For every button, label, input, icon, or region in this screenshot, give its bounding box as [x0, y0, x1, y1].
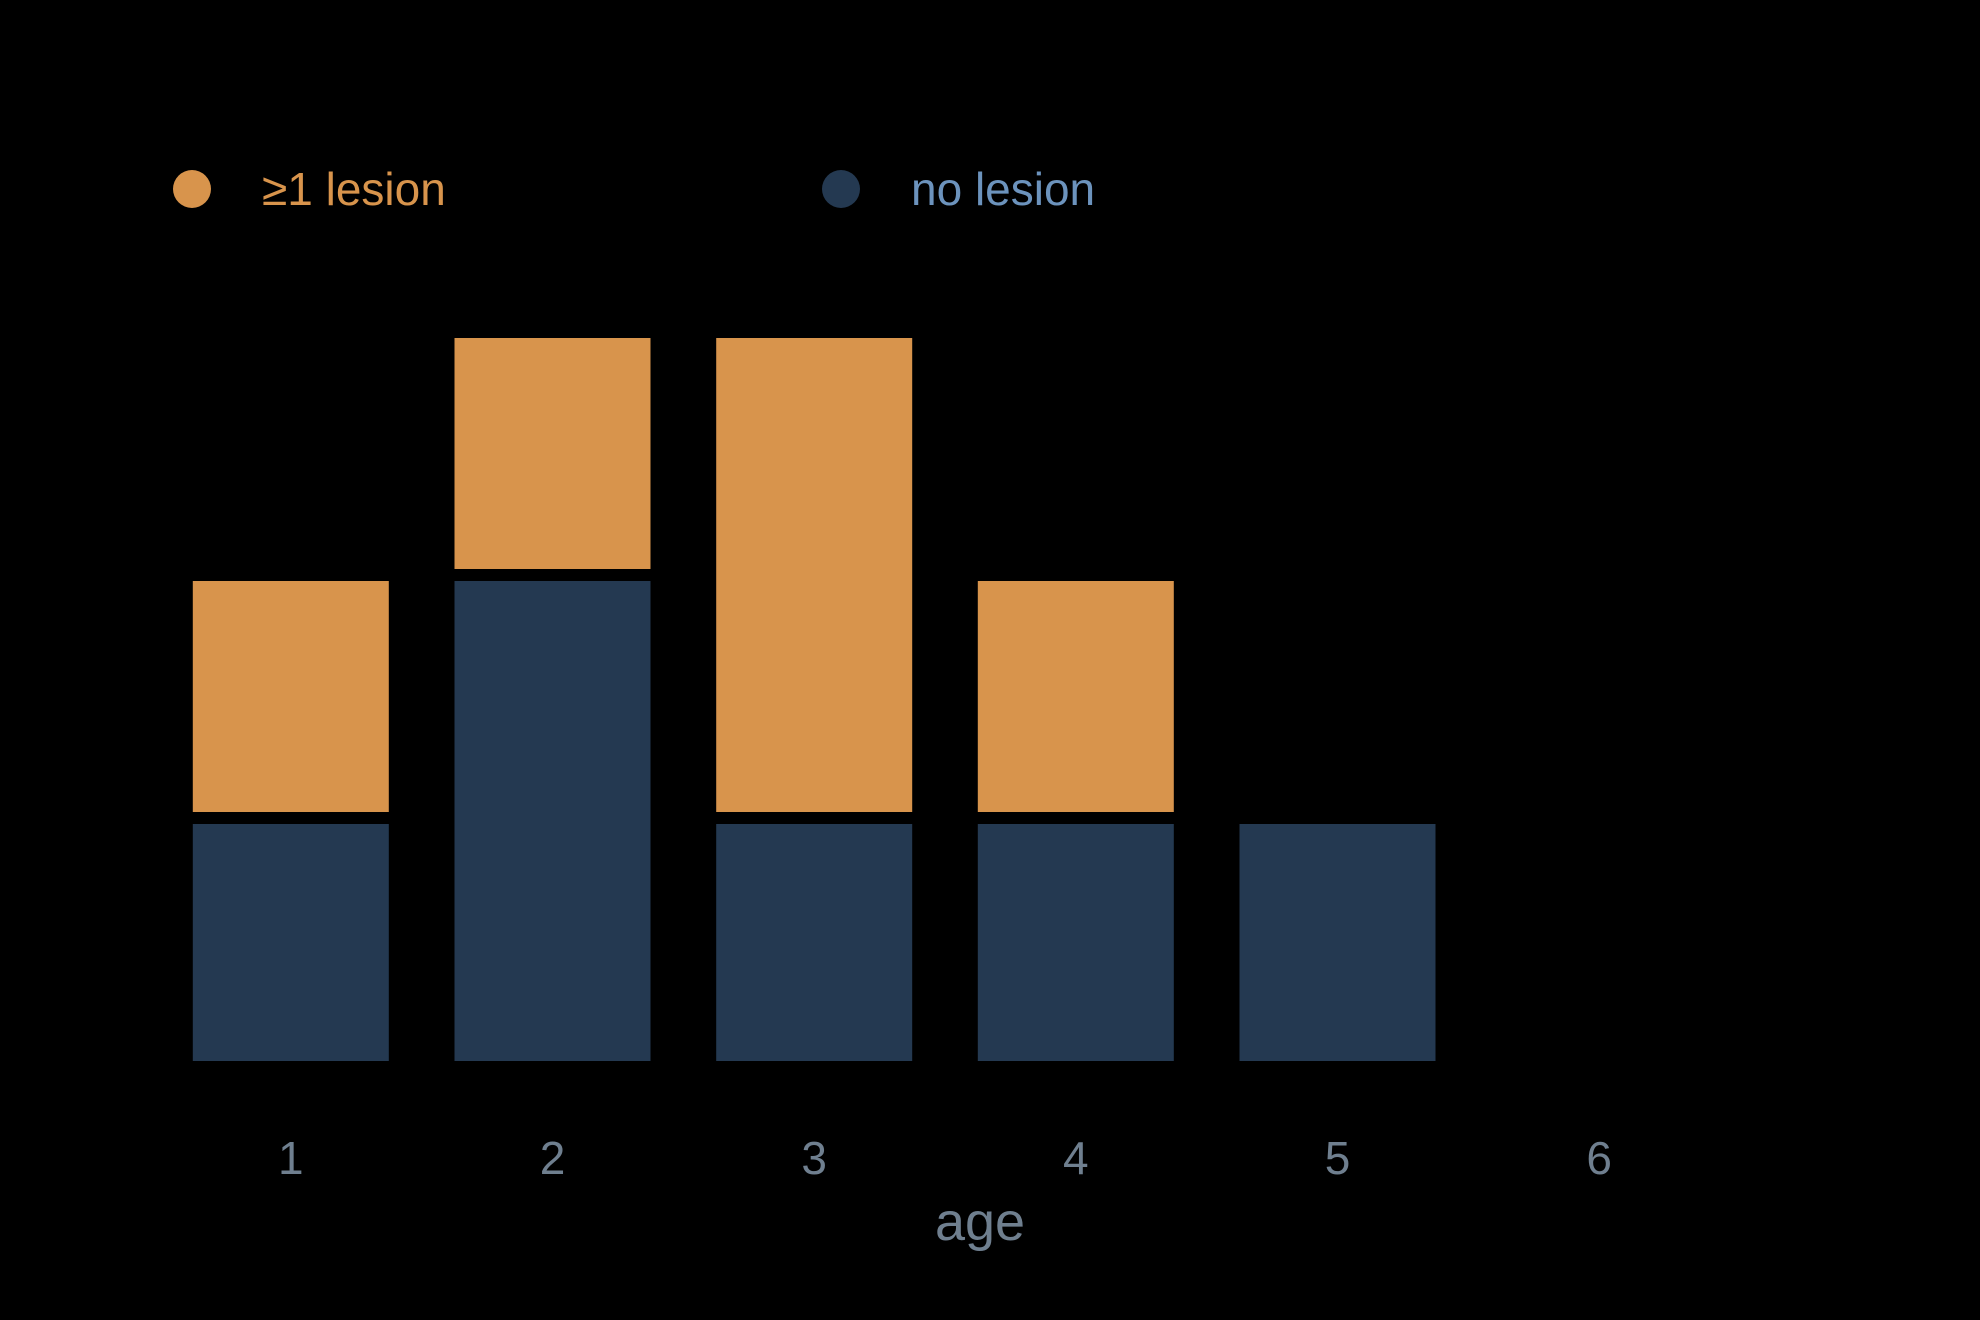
- x-axis-title: age: [935, 1192, 1025, 1252]
- legend-marker: [822, 170, 860, 208]
- x-tick-label: 4: [1063, 1132, 1089, 1184]
- bar-no-lesion-age-1: [192, 824, 389, 1061]
- bar-no-lesion-age-5: [1239, 824, 1436, 1061]
- bar-no-lesion-age-3: [716, 824, 913, 1061]
- legend-label: no lesion: [911, 163, 1095, 215]
- legend: ≥1 lesion no lesion: [173, 163, 1095, 215]
- x-axis-ticks: 1 2 3 4 5 6: [278, 1132, 1612, 1184]
- bar-no-lesion-age-4: [977, 824, 1174, 1061]
- x-tick-label: 5: [1325, 1132, 1351, 1184]
- x-tick-label: 1: [278, 1132, 304, 1184]
- bar-no-lesion-age-2: [454, 581, 651, 1061]
- bar-lesion-age-1: [192, 581, 389, 812]
- legend-label: ≥1 lesion: [262, 163, 446, 215]
- x-tick-label: 6: [1586, 1132, 1612, 1184]
- plot-area: [192, 338, 1436, 1061]
- bar-lesion-age-4: [977, 581, 1174, 812]
- legend-marker: [173, 170, 211, 208]
- x-tick-label: 2: [540, 1132, 566, 1184]
- bar-lesion-age-3: [716, 338, 913, 812]
- bar-lesion-age-2: [454, 338, 651, 569]
- x-tick-label: 3: [801, 1132, 827, 1184]
